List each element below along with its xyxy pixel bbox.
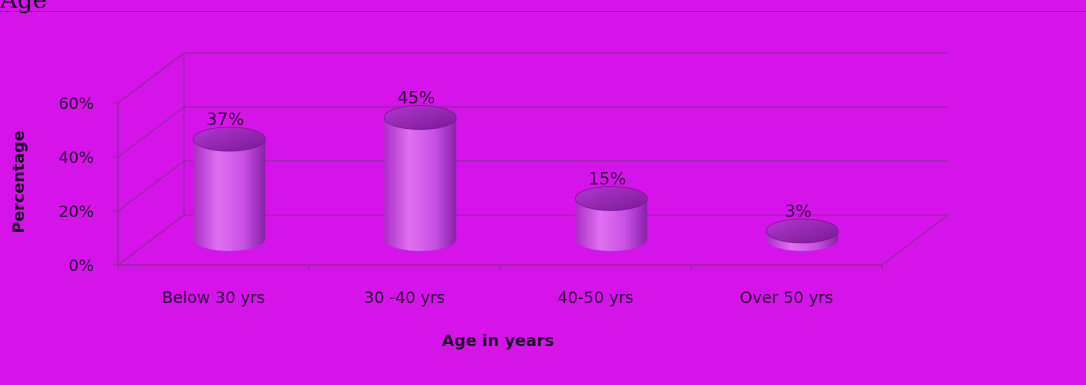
x-axis-title: Age in years [442,331,554,350]
y-axis-title: Percentage [9,130,28,233]
category-label: Below 30 yrs [162,288,265,307]
value-label: 45% [397,89,435,109]
bar-body [384,117,457,252]
bar-top [574,186,648,211]
value-labels: 37% 45% 15% 3% [206,89,811,222]
bar-top [765,218,839,244]
category-label: Over 50 yrs [740,288,833,307]
value-label: 37% [206,110,244,130]
y-tick-label: 0% [69,256,94,275]
bar-top [192,126,266,152]
value-label: 15% [588,170,626,190]
bars [192,105,839,252]
y-tick-label: 40% [58,148,94,167]
left-wall [117,51,185,267]
bar-body [575,198,648,252]
page-title: Age [0,0,47,14]
bar [383,105,457,252]
bar-body [193,139,266,252]
gridline-side [117,52,185,104]
gridline-side [117,106,185,158]
gridline-side [117,160,185,212]
bar [574,186,648,252]
bar-top [383,105,457,130]
category-label: 40-50 yrs [558,288,634,307]
y-tick-label: 60% [58,94,94,113]
value-label: 3% [785,202,812,222]
bar [192,126,266,252]
bar [765,218,839,252]
title-divider [0,11,1086,12]
category-label: 30 -40 yrs [364,288,445,307]
y-tick-labels: 0% 20% 40% 60% [58,94,94,275]
y-tick-label: 20% [58,202,94,221]
category-labels: Below 30 yrs 30 -40 yrs 40-50 yrs Over 50 y… [162,288,833,307]
gridlines [113,52,948,270]
